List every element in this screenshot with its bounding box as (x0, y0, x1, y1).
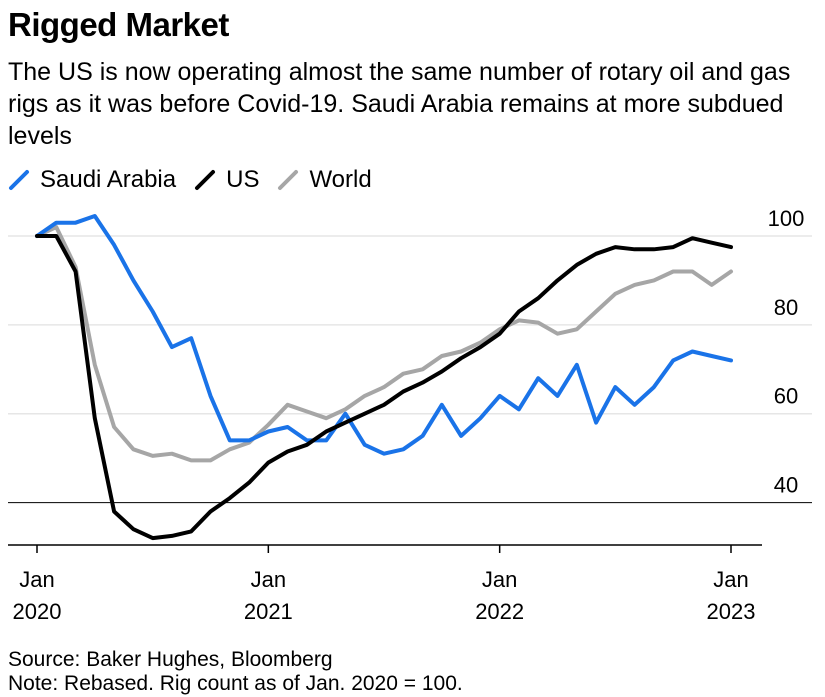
x-tick-label-month-2022: Jan (482, 567, 517, 592)
series-line-us (35, 234, 733, 541)
legend-swatch-us (195, 170, 216, 190)
legend-label-saudi-arabia: Saudi Arabia (40, 166, 177, 193)
line-chart: 40 60 80 100 Jan 2020 Jan 2021 Jan 2022 Jan 2023 (8, 206, 812, 624)
legend-swatch-saudi-arabia (9, 170, 29, 190)
y-tick-label-80: 80 (774, 295, 798, 320)
x-tick-label-year-2022: 2022 (475, 599, 524, 624)
legend-item-saudi-arabia: Saudi Arabia (8, 166, 176, 194)
x-tick-label-year-2023: 2023 (707, 599, 756, 624)
x-tick-label-month-2021: Jan (251, 567, 286, 592)
series-line-world (35, 225, 733, 463)
x-tick-label-month-2023: Jan (713, 567, 748, 592)
chart-source: Source: Baker Hughes, Bloomberg (8, 648, 333, 671)
legend-label-us: US (226, 166, 260, 193)
x-tick-label-month-2020: Jan (19, 567, 54, 592)
legend-item-world: World (277, 166, 372, 194)
series-line-saudi-arabia (35, 214, 733, 456)
legend-label-world: World (309, 166, 372, 193)
y-tick-label-100: 100 (768, 206, 805, 231)
chart-note: Note: Rebased. Rig count as of Jan. 2020… (8, 672, 463, 695)
legend-item-us: US (194, 166, 259, 194)
y-tick-label-40: 40 (774, 473, 798, 498)
legend: Saudi Arabia US World (8, 166, 390, 194)
legend-swatch-world (278, 170, 299, 190)
chart-title: Rigged Market (8, 6, 229, 43)
x-tick-label-year-2021: 2021 (244, 599, 293, 624)
x-tick-label-year-2020: 2020 (13, 599, 62, 624)
y-tick-label-60: 60 (774, 384, 798, 409)
chart-subtitle: The US is now operating almost the same … (8, 58, 791, 150)
